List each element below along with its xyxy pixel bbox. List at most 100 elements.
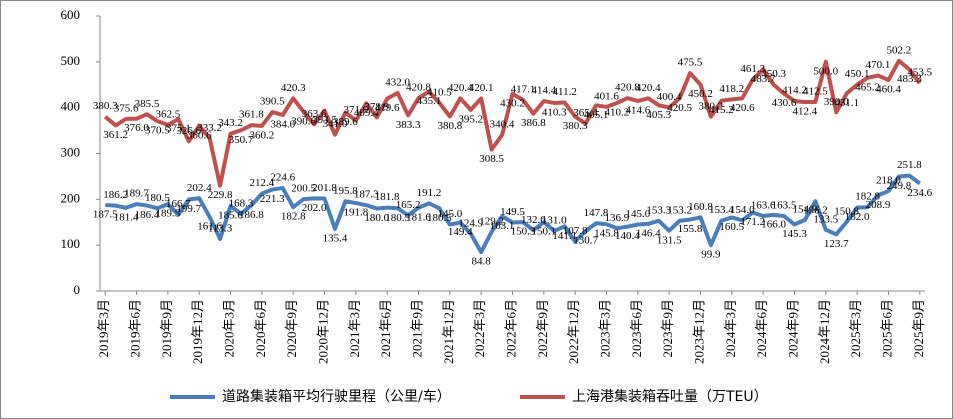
data-label: 475.5 (678, 57, 703, 69)
data-label: 450.2 (688, 88, 713, 100)
data-label: 191.2 (417, 187, 442, 199)
data-label: 196.2 (803, 205, 828, 217)
data-label: 251.8 (897, 159, 922, 171)
data-label: 419.6 (375, 102, 400, 114)
data-label: 150.3 (511, 226, 536, 238)
data-label: 153.3 (646, 204, 671, 216)
data-label: 450.1 (845, 68, 870, 80)
data-label: 420.4 (636, 82, 661, 94)
data-label: 395.2 (458, 113, 483, 125)
data-label: 405.1 (584, 109, 609, 121)
data-label: 412.5 (803, 85, 828, 97)
data-label: 460.4 (876, 84, 901, 96)
data-label: 393.5 (312, 114, 337, 126)
data-label: 414.2 (782, 85, 807, 97)
series-line (103, 58, 922, 188)
data-label: 465.2 (855, 81, 880, 93)
data-label: 141.1 (552, 230, 577, 242)
data-label: 189.5 (156, 208, 181, 220)
y-tick-label: 300 (61, 144, 81, 159)
data-label: 133.5 (813, 213, 838, 225)
x-tick-label: 2022年6月 (503, 299, 518, 358)
data-label: 432.0 (385, 77, 410, 89)
data-label: 431.1 (834, 97, 859, 109)
data-label: 180.5 (427, 212, 452, 224)
data-label: 483.3 (897, 73, 922, 85)
data-label: 123.7 (824, 238, 849, 250)
data-label: 361.2 (103, 129, 128, 141)
data-label: 153.4 (709, 204, 734, 216)
data-label: 386.8 (521, 117, 546, 129)
x-tick-label: 2021年12月 (441, 299, 456, 364)
data-label: 182.8 (855, 191, 880, 203)
legend-label: 上海港集装箱吞吐量（万TEU） (572, 388, 768, 405)
data-label: 249.8 (887, 180, 912, 192)
x-tick-label: 2024年3月 (723, 299, 738, 358)
data-label: 182.0 (845, 211, 870, 223)
data-label: 420.1 (469, 82, 494, 94)
x-tick-label: 2022年9月 (535, 299, 550, 358)
data-label: 131.5 (657, 234, 682, 246)
data-label: 380.3 (563, 120, 588, 132)
data-label: 390.6 (291, 116, 316, 128)
x-tick-label: 2025年6月 (879, 299, 894, 358)
data-label: 360.2 (249, 129, 274, 141)
data-label: 380.8 (437, 120, 462, 132)
data-label: 154.9 (793, 204, 818, 216)
x-tick-label: 2019年6月 (128, 299, 143, 358)
data-label: 420.6 (730, 102, 755, 114)
data-label: 234.6 (907, 187, 932, 199)
data-label: 168.3 (229, 197, 254, 209)
data-label: 189.7 (124, 188, 149, 200)
data-label: 163.6 (751, 200, 776, 212)
data-label: 417.1 (511, 83, 536, 95)
data-label: 130.7 (573, 235, 598, 247)
data-label: 371.9 (343, 104, 368, 116)
data-label: 199.7 (176, 203, 201, 215)
data-label: 420.3 (281, 82, 306, 94)
data-label: 155.8 (678, 223, 703, 235)
data-label: 153.2 (667, 204, 692, 216)
data-label: 129.2 (479, 215, 504, 227)
data-label: 376.0 (124, 122, 149, 134)
data-label: 201.8 (312, 182, 337, 194)
data-label: 378.9 (364, 101, 389, 113)
x-tick-label: 2021年9月 (409, 299, 424, 358)
data-label: 165.2 (396, 199, 421, 211)
data-label: 380.3 (93, 100, 118, 112)
data-label: 453.5 (907, 67, 932, 79)
y-tick-label: 100 (61, 236, 81, 251)
data-label: 99.9 (701, 249, 721, 261)
data-label: 107.8 (563, 225, 588, 237)
data-label: 361.8 (239, 109, 264, 121)
data-label: 185.6 (218, 209, 243, 221)
data-label: 224.6 (270, 172, 295, 184)
data-label: 390.5 (260, 96, 285, 108)
x-tick-label: 2020年6月 (253, 299, 268, 358)
x-tick-label: 2019年12月 (190, 299, 205, 364)
data-label: 414.6 (625, 105, 650, 117)
data-label: 420.8 (615, 82, 640, 94)
x-tick-label: 2022年3月 (472, 299, 487, 358)
data-label: 145.3 (782, 228, 807, 240)
data-label: 181.4 (114, 211, 139, 223)
data-label: 362.5 (156, 108, 181, 120)
data-label: 145.0 (437, 208, 462, 220)
data-label: 161.6 (197, 220, 222, 232)
data-label: 131.0 (542, 214, 567, 226)
x-tick-label: 2025年9月 (911, 299, 926, 358)
data-label: 149.5 (500, 206, 525, 218)
x-tick-label: 2024年6月 (754, 299, 769, 358)
data-label: 160.8 (688, 201, 713, 213)
data-label: 113.3 (208, 223, 233, 235)
data-label: 383.3 (396, 119, 421, 131)
data-label: 409.4 (354, 107, 379, 119)
data-label: 140.4 (615, 230, 640, 242)
data-label: 150.1 (531, 226, 556, 238)
data-label: 375.1 (166, 123, 191, 135)
data-label: 414.4 (531, 85, 556, 97)
data-label: 160.5 (719, 221, 744, 233)
x-tick-label: 2019年9月 (159, 299, 174, 358)
data-label: 483.7 (751, 73, 776, 85)
